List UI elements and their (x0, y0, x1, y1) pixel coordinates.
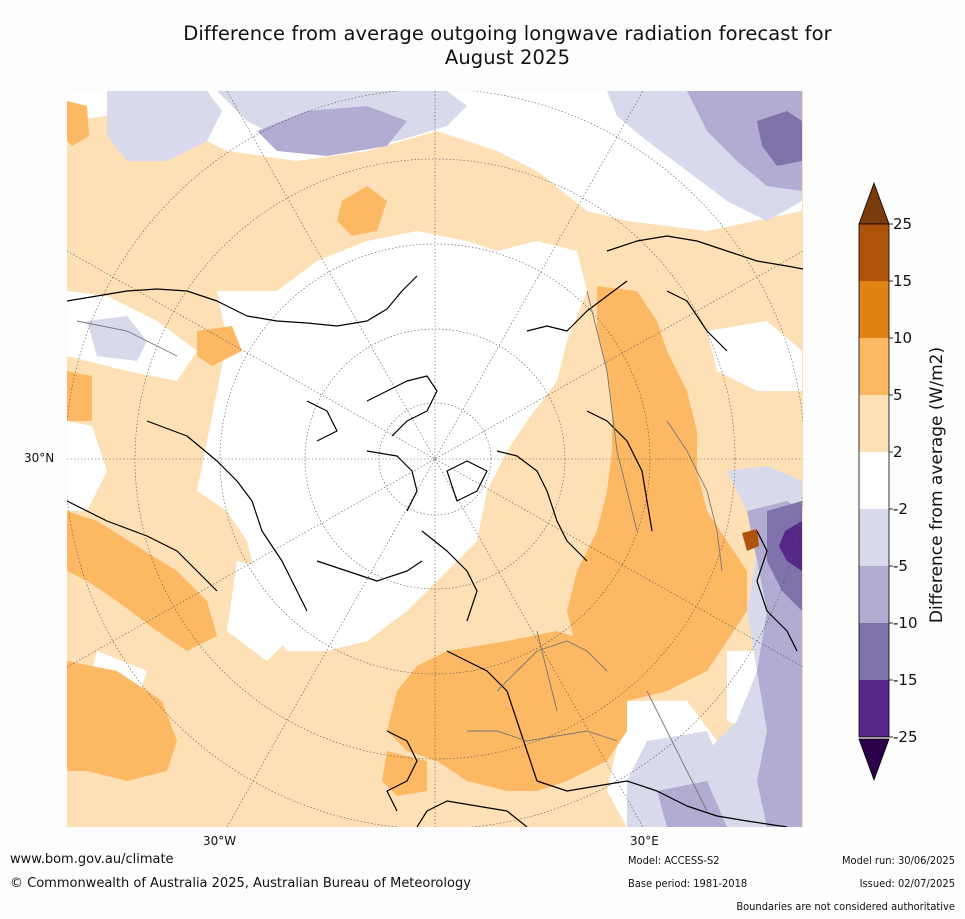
colorbar-segment (859, 338, 889, 395)
coastlines (67, 235, 803, 827)
title-line-2: August 2025 (444, 46, 571, 69)
colorbar-outline (858, 223, 890, 738)
footer-model-run: Model run: 30/06/2025 (842, 854, 955, 867)
colorbar-tick-marks (889, 223, 893, 738)
colorbar-segment (859, 395, 889, 452)
title-line-1: Difference from average outgoing longwav… (183, 22, 832, 45)
colorbar-tick-label: 15 (893, 272, 913, 290)
lat-label-30n: 30°N (24, 451, 55, 465)
colorbar-segment (859, 509, 889, 566)
colorbar-tick-label: -25 (893, 728, 918, 746)
warm-anomaly-areas (67, 101, 747, 796)
colorbar (858, 181, 893, 782)
colorbar-tick-label: 10 (893, 329, 913, 347)
colorbar-tick-label: -2 (893, 500, 908, 518)
footer-issued: Issued: 02/07/2025 (859, 877, 955, 890)
lon-label-30w: 30°W (203, 834, 237, 848)
graticule (67, 91, 803, 827)
colorbar-segment (859, 680, 889, 737)
colorbar-tick-label: -5 (893, 557, 908, 575)
cool-anomaly-extreme (779, 521, 802, 571)
hot-spot (742, 529, 759, 551)
colorbar-tick-label: -15 (893, 671, 918, 689)
colorbar-segment (859, 224, 889, 281)
colorbar-segment (859, 452, 889, 509)
colorbar-segment (859, 623, 889, 680)
colorbar-tick-label: -10 (893, 614, 918, 632)
colorbar-tick-label: 2 (893, 443, 903, 461)
colorbar-tick-label: 25 (893, 215, 913, 233)
polar-map (67, 91, 803, 827)
footer-disclaimer: Boundaries are not considered authoritat… (736, 900, 955, 913)
lon-label-30e: 30°E (630, 834, 659, 848)
colorbar-segment (859, 281, 889, 338)
colorbar-tick-label: 5 (893, 386, 903, 404)
footer-model: Model: ACCESS-S2 (628, 854, 720, 867)
colorbar-top-arrow (858, 181, 890, 225)
footer-url[interactable]: www.bom.gov.au/climate (10, 852, 174, 867)
footer-base-period: Base period: 1981-2018 (628, 877, 748, 890)
colorbar-segment (859, 566, 889, 623)
colorbar-segments (858, 223, 890, 738)
colorbar-title: Difference from average (W/m2) (927, 346, 947, 624)
footer-copyright: © Commonwealth of Australia 2025, Austra… (10, 876, 471, 891)
map-svg (67, 91, 803, 827)
country-borders (76, 290, 723, 812)
map-title: Difference from average outgoing longwav… (100, 22, 915, 70)
colorbar-bottom-arrow (858, 738, 890, 782)
